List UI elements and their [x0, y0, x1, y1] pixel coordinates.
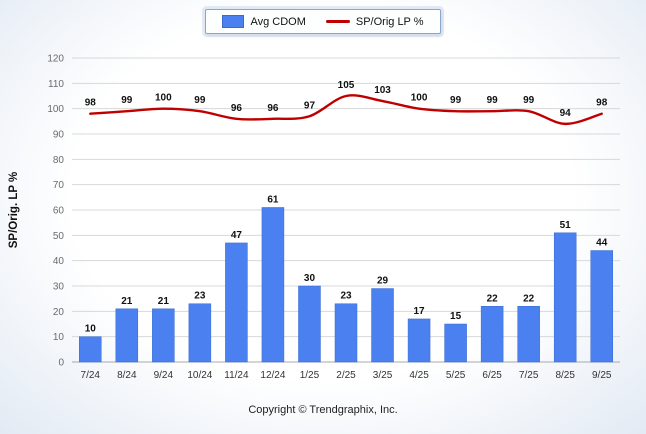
line-value-label: 97: [304, 100, 316, 111]
x-tick-label: 12/24: [260, 370, 285, 381]
bar: [298, 285, 321, 363]
line-value-label: 99: [194, 95, 206, 106]
bar-value-label: 22: [487, 293, 499, 304]
chart-area: 0 10 20 30 40 50 60 70 80 90 100 110 120 SP/Orig. LP …: [0, 44, 646, 404]
combo-chart: 0 10 20 30 40 50 60 70 80 90 100 110 120 SP/Orig. LP …: [8, 54, 620, 381]
x-tick-label: 8/25: [555, 370, 575, 381]
bar: [590, 250, 613, 363]
bar: [407, 318, 431, 363]
y-tick-label: 100: [47, 104, 64, 115]
bar-value-label: 44: [596, 238, 608, 249]
y-tick-label: 50: [53, 231, 65, 242]
bar-value-label: 23: [194, 291, 206, 302]
legend-box: Avg CDOM SP/Orig LP %: [205, 9, 441, 34]
bar-value-label: 10: [85, 324, 97, 335]
bar-value-label: 21: [158, 296, 170, 307]
y-tick-label: 80: [53, 155, 65, 166]
legend-label-avg-cdom: Avg CDOM: [250, 15, 306, 28]
line-value-label: 98: [596, 98, 608, 109]
line-value-label: 96: [231, 103, 243, 114]
x-tick-label: 11/24: [224, 370, 249, 381]
bar-swatch-icon: [222, 15, 245, 28]
y-tick-label: 110: [48, 79, 64, 90]
x-tick-label: 7/25: [519, 370, 539, 381]
y-tick-label: 70: [53, 180, 65, 191]
bar: [444, 323, 467, 363]
y-tick-label: 30: [53, 282, 65, 293]
legend-label-sp-orig-lp: SP/Orig LP %: [355, 15, 424, 28]
x-tick-label: 9/24: [154, 370, 174, 381]
x-tick-label: 3/25: [373, 370, 393, 381]
x-tick-label: 7/24: [81, 370, 101, 381]
y-tick-label: 60: [53, 206, 65, 217]
line-value-label: 99: [121, 95, 133, 106]
bar: [553, 232, 577, 363]
line-value-label: 103: [374, 85, 391, 96]
y-tick-label: 0: [58, 358, 64, 369]
y-axis-title: SP/Orig. LP %: [8, 172, 20, 248]
bar-value-label: 23: [340, 291, 352, 302]
trend-line: [89, 94, 603, 126]
line-swatch-icon: [325, 20, 350, 23]
legend-item-sp-orig-lp: SP/Orig LP %: [325, 15, 424, 28]
bar: [79, 336, 102, 363]
line-value-label: 99: [523, 95, 535, 106]
line-value-label: 100: [155, 93, 172, 104]
copyright-text: Copyright © Trendgraphix, Inc.: [248, 404, 398, 416]
bar: [480, 306, 504, 363]
bar: [152, 308, 175, 363]
bar-value-label: 51: [560, 220, 572, 231]
x-tick-label: 9/25: [592, 370, 612, 381]
y-tick-label: 20: [53, 307, 65, 318]
x-tick-label: 1/25: [300, 370, 320, 381]
x-tick-label: 8/24: [117, 370, 137, 381]
chart-legend: Avg CDOM SP/Orig LP %: [0, 9, 646, 34]
line-value-label: 96: [267, 103, 279, 114]
bar: [188, 303, 212, 363]
bar: [225, 242, 248, 363]
bar-value-label: 17: [414, 306, 426, 317]
bar-value-label: 30: [304, 273, 316, 284]
bar-value-label: 61: [267, 194, 279, 205]
line-value-label: 94: [560, 108, 572, 119]
y-tick-label: 90: [53, 130, 65, 141]
line-value-label: 105: [338, 80, 355, 91]
y-tick-label: 40: [53, 256, 65, 267]
bar: [517, 306, 540, 363]
x-tick-label: 5/25: [446, 370, 466, 381]
bar: [261, 207, 285, 363]
bar: [371, 288, 394, 363]
y-tick-label: 120: [47, 54, 64, 65]
bar: [334, 303, 358, 363]
line-value-label: 100: [411, 93, 428, 104]
x-tick-label: 4/25: [409, 370, 429, 381]
line-value-label: 99: [487, 95, 499, 106]
line-value-label: 99: [450, 95, 462, 106]
line-value-label: 98: [85, 98, 97, 109]
bar-value-label: 47: [231, 230, 243, 241]
bar-value-label: 21: [121, 296, 133, 307]
bar-value-label: 15: [450, 311, 462, 322]
bar: [115, 308, 139, 363]
x-tick-label: 10/24: [187, 370, 212, 381]
x-tick-label: 2/25: [336, 370, 356, 381]
y-tick-label: 10: [53, 332, 65, 343]
bar-value-label: 29: [377, 276, 389, 287]
bar-value-label: 22: [523, 293, 535, 304]
x-tick-label: 6/25: [482, 370, 502, 381]
legend-item-avg-cdom: Avg CDOM: [222, 15, 306, 28]
